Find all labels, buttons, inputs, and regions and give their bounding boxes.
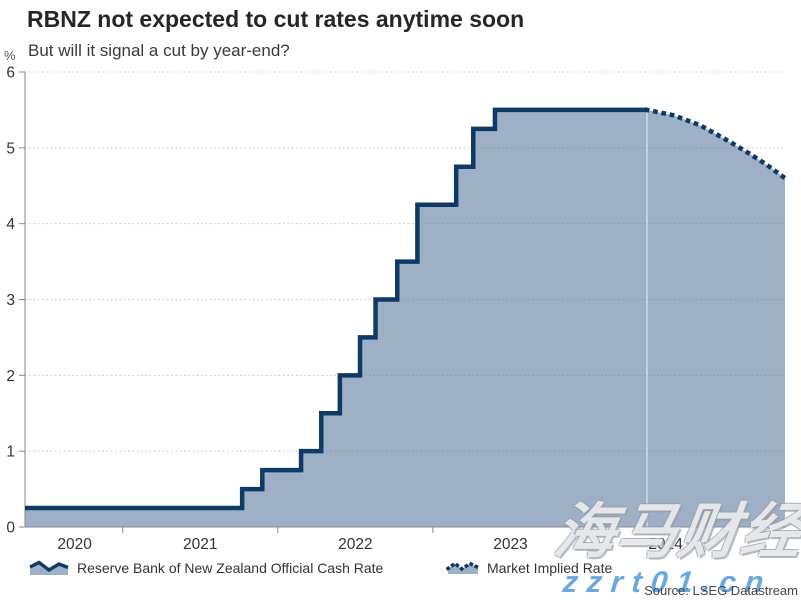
- x-tick-label: 2023: [493, 536, 527, 553]
- watermark-cjk-text: 海马财经: [550, 498, 801, 565]
- y-tick-label: 2: [6, 368, 15, 385]
- x-tick-label: 2022: [338, 536, 372, 553]
- x-tick-label: 2021: [183, 536, 217, 553]
- y-tick-label: 0: [6, 520, 15, 537]
- y-tick-label: 3: [6, 292, 15, 309]
- y-axis-unit-label: %: [4, 48, 16, 63]
- cash-rate-area-fill: [25, 109, 785, 528]
- legend-label-market-implied: Market Implied Rate: [487, 560, 613, 576]
- legend-item-official-cash-rate: Reserve Bank of New Zealand Official Cas…: [28, 556, 383, 580]
- y-tick-label: 5: [6, 140, 15, 157]
- legend-item-market-implied: Market Implied Rate: [446, 556, 612, 580]
- market-implied-dotted-line: [644, 107, 789, 182]
- dotted-line-icon: [446, 561, 480, 574]
- y-tick-label: 4: [6, 216, 15, 233]
- x-tick-label: 2024: [648, 536, 683, 553]
- x-tick-label: 2020: [57, 536, 92, 553]
- official-cash-rate-step-line: [25, 107, 647, 511]
- y-tick-label: 6: [6, 65, 15, 82]
- legend-label-official-cash-rate: Reserve Bank of New Zealand Official Cas…: [77, 560, 384, 576]
- chart-legend: Reserve Bank of New Zealand Official Cas…: [0, 556, 801, 580]
- page-subtitle: But will it signal a cut by year-end?: [28, 41, 290, 60]
- source-attribution: Source: LSEG Datastream: [644, 583, 798, 598]
- solid-area-line-icon: [29, 560, 69, 575]
- page-title: RBNZ not expected to cut rates anytime s…: [27, 6, 525, 32]
- y-tick-label: 1: [6, 444, 15, 461]
